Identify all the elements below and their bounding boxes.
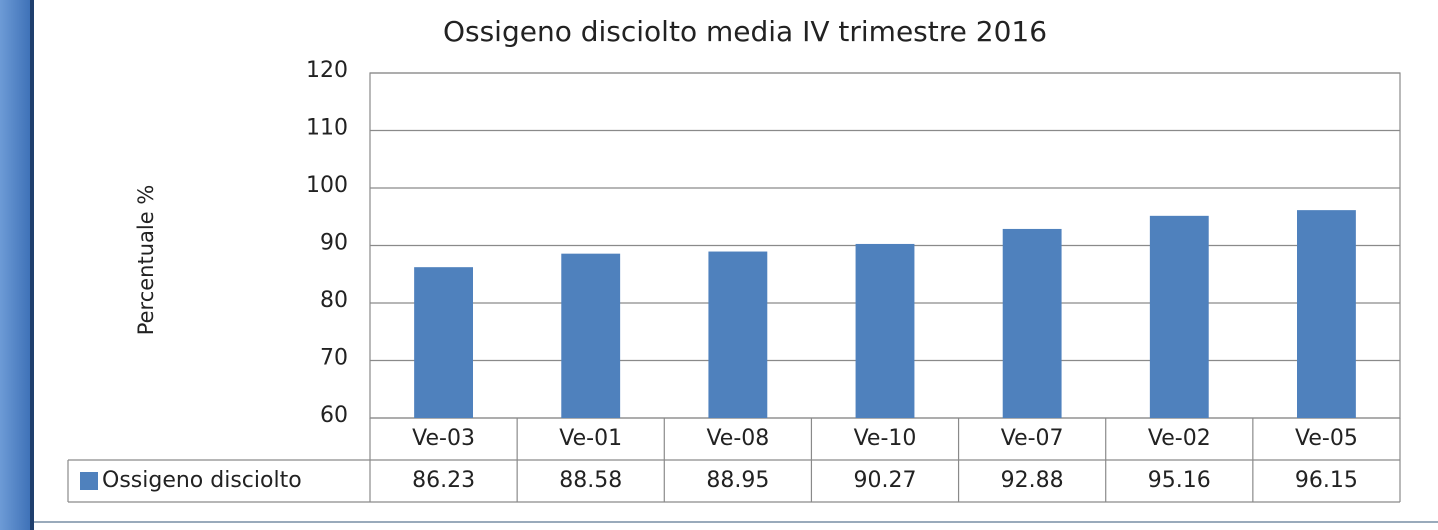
x-tick-label: Ve-03	[412, 426, 475, 451]
bar	[1297, 210, 1356, 418]
table-value: 86.23	[412, 468, 475, 493]
y-tick-label: 120	[306, 58, 348, 83]
legend-label: Ossigeno disciolto	[102, 468, 302, 493]
table-value: 88.58	[559, 468, 622, 493]
y-tick-label: 100	[306, 173, 348, 198]
bar	[1149, 215, 1209, 418]
x-tick-label: Ve-07	[1001, 426, 1064, 451]
bar	[855, 243, 915, 418]
legend-swatch	[80, 472, 98, 490]
y-tick-label: 80	[320, 288, 348, 313]
table-value: 90.27	[854, 468, 917, 493]
y-tick-label: 110	[306, 116, 348, 141]
y-tick-label: 70	[320, 346, 348, 371]
bar	[1002, 228, 1062, 418]
x-tick-label: Ve-08	[706, 426, 769, 451]
y-tick-label: 90	[320, 231, 348, 256]
x-tick-label: Ve-02	[1148, 426, 1211, 451]
table-value: 96.15	[1295, 468, 1358, 493]
chart-title: Ossigeno disciolto media IV trimestre 20…	[443, 15, 1047, 48]
x-tick-label: Ve-10	[854, 426, 917, 451]
x-tick-label: Ve-01	[559, 426, 622, 451]
bar	[414, 267, 473, 418]
table-value: 88.95	[706, 468, 769, 493]
x-tick-label: Ve-05	[1295, 426, 1358, 451]
bar	[561, 253, 621, 418]
side-strip	[0, 0, 30, 530]
table-value: 92.88	[1001, 468, 1064, 493]
side-border	[30, 0, 34, 530]
table-value: 95.16	[1148, 468, 1211, 493]
y-tick-label: 60	[320, 403, 348, 428]
bar	[708, 251, 768, 418]
y-axis-label: Percentuale %	[134, 185, 158, 336]
